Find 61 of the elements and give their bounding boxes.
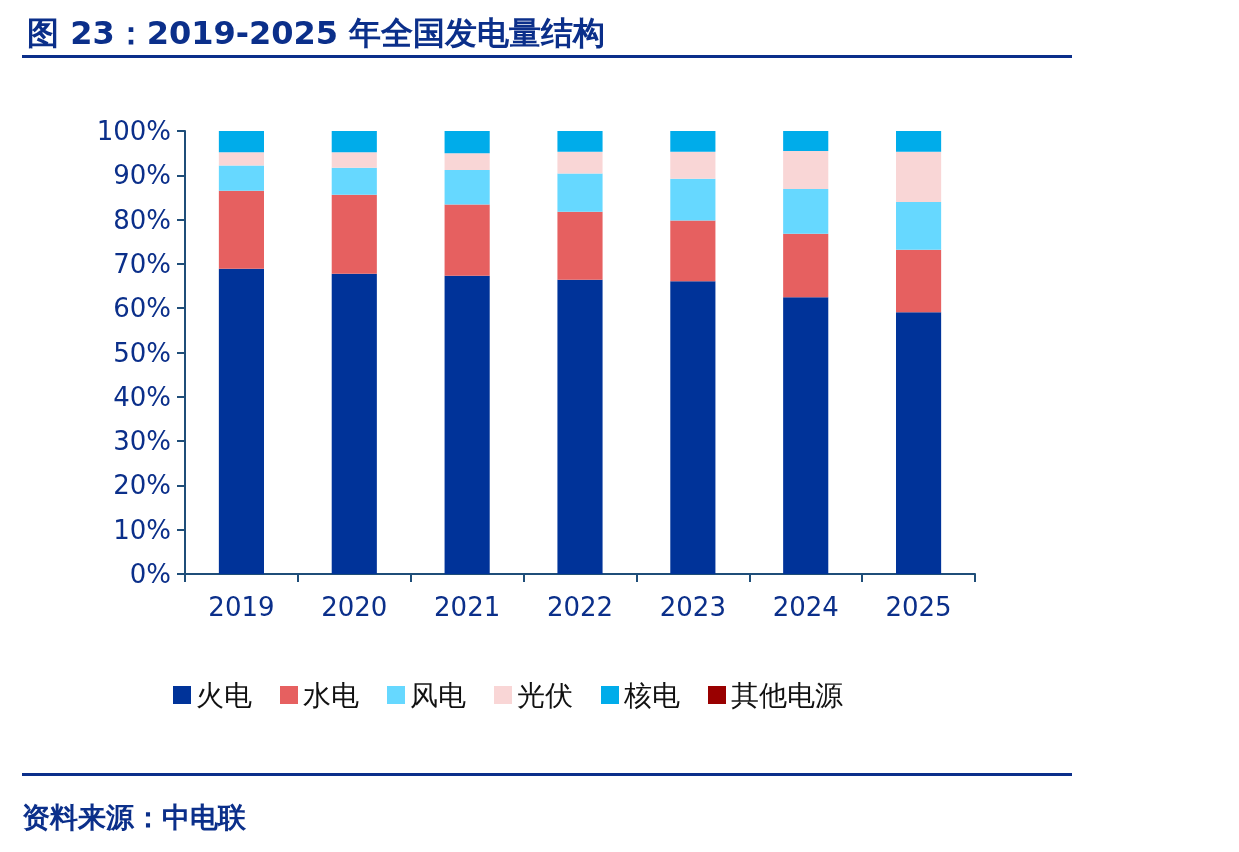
y-tick-label: 50% (113, 337, 171, 368)
bar (670, 281, 716, 574)
bar (670, 178, 716, 221)
legend-label: 其他电源 (731, 678, 843, 712)
y-tick-label: 70% (113, 248, 171, 279)
x-tick-label: 2019 (208, 592, 275, 622)
bar (331, 152, 377, 168)
bar (444, 169, 490, 205)
text: 资料来源：中电联 (22, 800, 247, 834)
bar (331, 131, 377, 153)
bar (783, 233, 829, 298)
x-tick-label: 2023 (659, 592, 726, 622)
legend-label: 光伏 (517, 678, 573, 712)
bar (896, 201, 942, 250)
bar (670, 131, 716, 152)
legend-label: 水电 (303, 678, 359, 712)
bar (783, 150, 829, 190)
bar (218, 268, 264, 574)
legend-label: 核电 (623, 678, 680, 712)
y-tick-label: 80% (113, 204, 171, 235)
bar (444, 204, 490, 276)
bar (783, 189, 829, 234)
y-tick-label: 10% (113, 514, 171, 545)
bar (896, 312, 942, 574)
legend-label: 火电 (196, 678, 252, 712)
bar (444, 275, 490, 574)
y-tick-label: 90% (113, 160, 171, 191)
bar (444, 153, 490, 170)
y-tick-label: 100% (96, 116, 171, 146)
bar (557, 131, 603, 152)
bar (896, 131, 942, 152)
x-tick-label: 2024 (772, 592, 839, 622)
bar (218, 165, 264, 191)
bar (670, 151, 716, 179)
bar (896, 249, 942, 313)
bar (218, 190, 264, 269)
bar (783, 131, 829, 151)
bar (331, 273, 377, 574)
bar (557, 173, 603, 212)
bar (444, 131, 490, 154)
bar (331, 194, 377, 274)
y-tick-label: 60% (113, 293, 171, 324)
x-tick-label: 2025 (885, 592, 952, 622)
chart-title: 图 23：2019-2025 年全国发电量结构 (27, 14, 606, 52)
legend-label: 风电 (410, 678, 466, 712)
bar (331, 167, 377, 195)
y-tick-label: 30% (113, 426, 171, 457)
y-tick-label: 40% (113, 381, 171, 412)
bar (218, 131, 264, 153)
y-tick-label: 20% (113, 470, 171, 501)
x-tick-label: 2021 (434, 592, 501, 622)
x-tick-label: 2020 (321, 592, 388, 622)
bar (896, 151, 942, 202)
x-tick-label: 2022 (546, 592, 614, 622)
bar (670, 220, 716, 282)
bar (557, 151, 603, 174)
bar (557, 211, 603, 280)
bar (557, 279, 603, 574)
bar (218, 152, 264, 166)
bar (783, 297, 829, 574)
y-tick-label: 0% (129, 559, 171, 589)
